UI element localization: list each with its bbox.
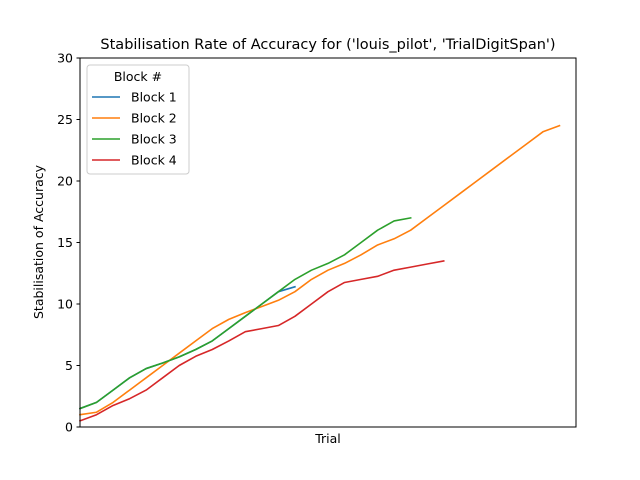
legend-label: Block 2 [131, 111, 177, 126]
x-axis-label: Trial [314, 431, 341, 446]
legend-title: Block # [114, 69, 162, 84]
series-line-block-4 [78, 260, 445, 422]
y-tick-label: 5 [65, 358, 73, 373]
series-line-block-3 [78, 216, 412, 410]
y-tick-label: 15 [57, 235, 73, 250]
y-tick-label: 10 [57, 297, 73, 312]
y-tick-label: 30 [57, 51, 73, 66]
y-axis-label: Stabilisation of Accuracy [31, 164, 46, 319]
series-lines [78, 124, 561, 422]
plot-frame [79, 57, 577, 428]
y-tick-label: 20 [57, 174, 73, 189]
series-line-block-2 [79, 124, 561, 416]
legend-box [86, 64, 190, 175]
legend-label: Block 4 [131, 153, 177, 168]
legend: Block # Block 1 Block 2 Block 3 Block 4 [86, 64, 190, 175]
y-tick-label: 0 [65, 420, 73, 435]
y-axis-ticks: 0 5 10 15 20 25 30 [57, 51, 80, 435]
legend-label: Block 3 [131, 132, 177, 147]
y-tick-label: 25 [57, 112, 73, 127]
chart-title: Stabilisation Rate of Accuracy for ('lou… [100, 37, 555, 53]
legend-label: Block 1 [131, 90, 177, 105]
